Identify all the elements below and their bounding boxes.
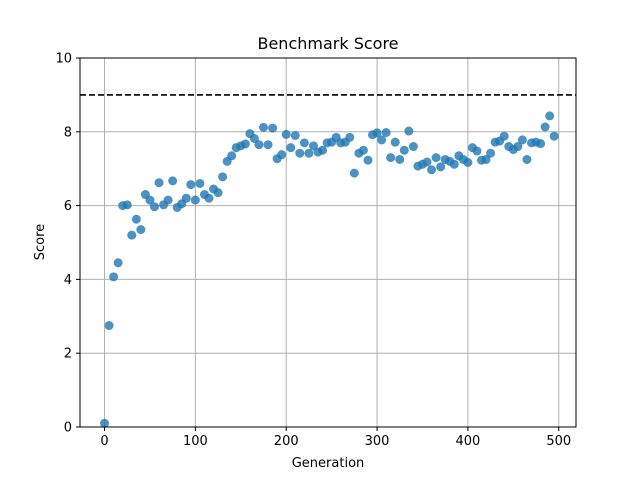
data-point xyxy=(422,157,432,167)
data-point xyxy=(390,137,400,147)
plot-area-frame xyxy=(79,57,577,428)
x-tick-label: 0 xyxy=(100,434,108,449)
x-tick-label: 300 xyxy=(365,434,390,449)
x-tick-label: 400 xyxy=(455,434,480,449)
data-point xyxy=(399,145,409,155)
data-point xyxy=(349,168,359,178)
data-point xyxy=(295,148,305,158)
data-point xyxy=(277,150,287,160)
y-tick-label: 0 xyxy=(64,421,72,436)
data-point xyxy=(204,193,214,203)
data-point xyxy=(227,151,237,161)
data-point xyxy=(290,130,300,140)
data-point xyxy=(163,195,173,205)
y-axis-label: Score xyxy=(33,224,48,260)
y-axis-ticks: 0 2 4 6 8 10 xyxy=(55,52,80,436)
data-point xyxy=(358,145,368,155)
data-point xyxy=(268,123,278,133)
data-point xyxy=(318,145,328,155)
data-point xyxy=(259,122,269,132)
data-point xyxy=(463,157,473,167)
x-axis-label: Generation xyxy=(292,456,365,471)
y-tick-label: 4 xyxy=(64,273,72,288)
x-tick-label: 200 xyxy=(274,434,299,449)
data-point xyxy=(522,154,532,164)
data-point xyxy=(122,200,132,210)
data-point xyxy=(427,165,437,175)
data-point xyxy=(513,142,523,152)
data-point xyxy=(486,148,496,158)
y-tick-label: 10 xyxy=(55,52,72,67)
grid xyxy=(80,57,576,428)
data-point xyxy=(299,138,309,148)
data-point xyxy=(281,129,291,139)
data-point xyxy=(249,133,259,143)
data-point xyxy=(499,131,509,141)
data-points xyxy=(100,111,559,428)
data-point xyxy=(395,154,405,164)
data-point xyxy=(345,132,355,142)
data-point xyxy=(404,126,414,136)
data-point xyxy=(363,155,373,165)
x-axis-ticks: 0 100 200 300 400 500 xyxy=(100,427,571,449)
x-tick-label: 500 xyxy=(546,434,571,449)
data-point xyxy=(472,146,482,156)
data-point xyxy=(536,139,546,149)
y-tick-label: 8 xyxy=(64,125,72,140)
chart-title: Benchmark Score xyxy=(257,34,398,53)
data-point xyxy=(381,128,391,138)
data-point xyxy=(481,154,491,164)
data-point xyxy=(304,148,314,158)
x-tick-label: 100 xyxy=(183,434,208,449)
data-point xyxy=(436,162,446,172)
data-point xyxy=(286,143,296,153)
data-point xyxy=(408,142,418,152)
data-point xyxy=(113,258,123,268)
data-point xyxy=(100,418,110,428)
data-point xyxy=(240,139,250,149)
data-point xyxy=(131,214,141,224)
data-point xyxy=(104,321,114,331)
data-point xyxy=(263,140,273,150)
data-point xyxy=(145,195,155,205)
data-point xyxy=(136,225,146,235)
data-point xyxy=(181,193,191,203)
data-point xyxy=(377,135,387,145)
data-point xyxy=(186,180,196,190)
data-point xyxy=(517,135,527,145)
y-tick-label: 2 xyxy=(64,347,72,362)
data-point xyxy=(168,176,178,186)
data-point xyxy=(213,188,223,198)
data-point xyxy=(386,153,396,163)
data-point xyxy=(431,153,441,163)
data-point xyxy=(549,131,559,141)
data-point xyxy=(127,230,137,240)
data-point xyxy=(195,178,205,188)
data-point xyxy=(545,111,555,121)
data-point xyxy=(190,195,200,205)
data-point xyxy=(449,159,459,169)
data-point xyxy=(109,272,119,282)
data-point xyxy=(218,172,228,182)
y-tick-label: 6 xyxy=(64,199,72,214)
data-point xyxy=(149,202,159,212)
data-point xyxy=(540,122,550,132)
data-point xyxy=(308,141,318,151)
data-point xyxy=(254,140,264,150)
data-point xyxy=(154,178,164,188)
data-point xyxy=(372,128,382,138)
